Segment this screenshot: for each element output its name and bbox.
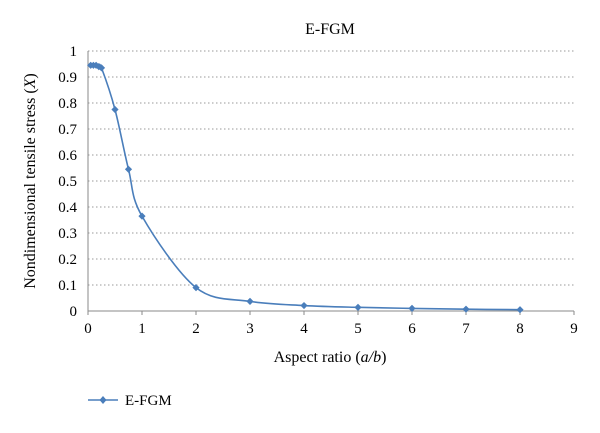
data-point (516, 306, 524, 314)
y-tick-label: 0.6 (58, 148, 77, 164)
x-tick-label: 1 (138, 321, 146, 337)
legend-marker (99, 396, 107, 404)
data-point (97, 64, 106, 72)
data-point (111, 105, 119, 114)
chart-title: E-FGM (305, 21, 355, 38)
y-tick-label: 0.9 (58, 70, 77, 86)
y-tick-label: 0.4 (58, 200, 77, 216)
grid (88, 50, 574, 286)
x-axis-label: Aspect ratio (a/b) (274, 349, 387, 366)
plot-area (87, 61, 524, 314)
data-point (354, 303, 362, 311)
y-tick-label: 0.8 (58, 96, 77, 112)
tick-labels: 0 0.1 0.2 0.3 0.4 0.5 0.6 0.7 0.8 0.9 1 0 1 2 3 4 5 6 7 8 9 (58, 44, 578, 337)
axes (87, 51, 575, 315)
x-tick-label: 4 (300, 321, 308, 337)
x-tick-label: 8 (516, 321, 524, 337)
legend: E-FGM (88, 393, 172, 409)
x-tick-label: 7 (462, 321, 470, 337)
y-axis-label: Nondimensional tensile stress (X) (22, 73, 39, 289)
x-tick-label: 3 (246, 321, 254, 337)
y-tick-label: 0.3 (58, 226, 77, 242)
legend-label: E-FGM (125, 393, 172, 409)
y-tick-label: 0.5 (58, 174, 77, 190)
y-tick-label: 0 (70, 304, 78, 320)
y-tick-label: 0.1 (58, 278, 77, 294)
x-tick-label: 9 (570, 321, 578, 337)
data-point (246, 297, 254, 305)
y-tick-label: 0.7 (58, 122, 77, 138)
data-point (300, 301, 308, 310)
series-line-0 (90, 63, 521, 311)
data-point (408, 304, 416, 312)
data-point (462, 305, 470, 313)
x-tick-label: 5 (354, 321, 362, 337)
y-tick-label: 0.2 (58, 252, 77, 268)
data-point (138, 212, 146, 220)
data-point (124, 165, 133, 173)
x-tick-label: 2 (192, 321, 200, 337)
data-point (192, 284, 200, 292)
y-tick-label: 1 (70, 44, 78, 60)
x-tick-label: 6 (408, 321, 416, 337)
x-tick-label: 0 (84, 321, 92, 337)
